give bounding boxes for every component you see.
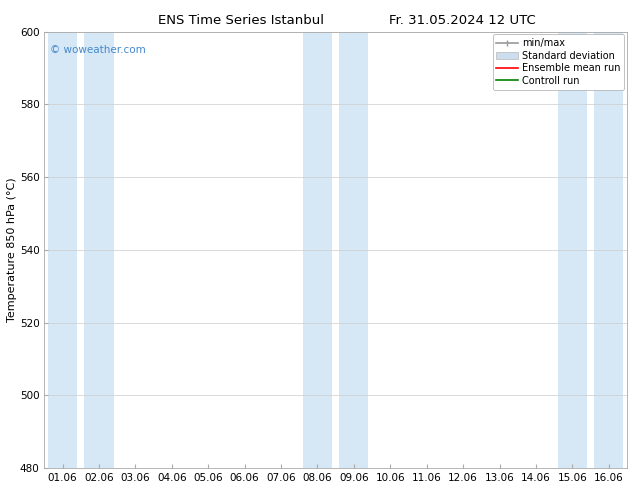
Bar (339, 31, 368, 468)
Bar (84, 31, 113, 468)
Legend: min/max, Standard deviation, Ensemble mean run, Controll run: min/max, Standard deviation, Ensemble me… (493, 34, 624, 90)
Y-axis label: Temperature 850 hPa (°C): Temperature 850 hPa (°C) (7, 177, 17, 322)
Bar (558, 31, 587, 468)
Text: © woweather.com: © woweather.com (50, 45, 146, 54)
Bar (48, 31, 77, 468)
Bar (303, 31, 332, 468)
Bar (594, 31, 623, 468)
Text: ENS Time Series Istanbul: ENS Time Series Istanbul (158, 14, 324, 27)
Text: Fr. 31.05.2024 12 UTC: Fr. 31.05.2024 12 UTC (389, 14, 536, 27)
